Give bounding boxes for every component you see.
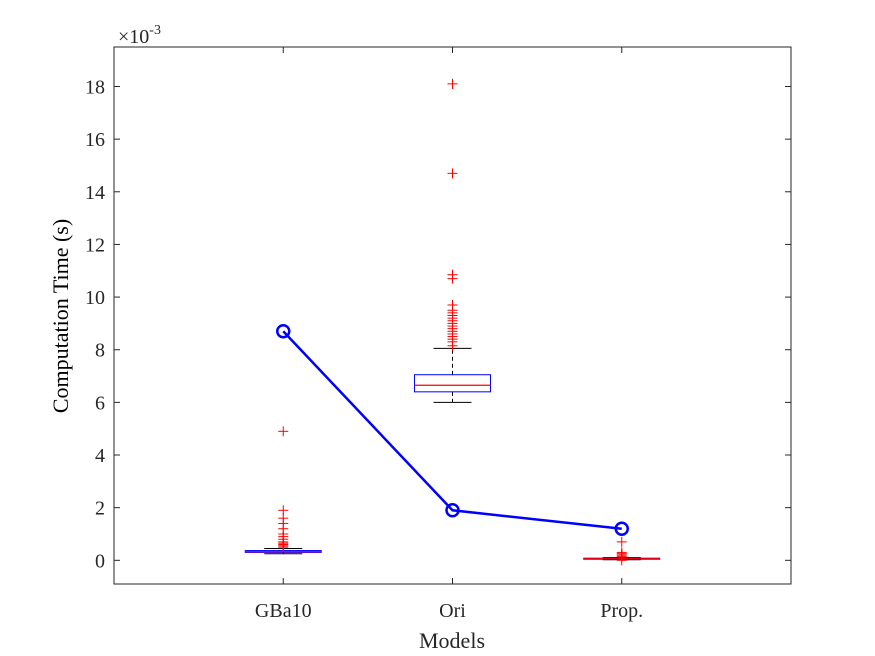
outlier-point [616, 547, 627, 558]
y-tick-label: 12 [85, 234, 105, 256]
y-tick-label: 6 [95, 392, 105, 414]
box-iqr [414, 374, 491, 393]
box-group [414, 78, 491, 403]
line-series-marker [614, 521, 629, 536]
x-tick-label: Prop. [600, 600, 643, 622]
y-scale-factor: ×10-3 [118, 23, 161, 48]
x-tick-label: GBa10 [255, 600, 312, 622]
y-tick-label: 10 [85, 287, 105, 309]
y-tick-label: 0 [95, 550, 105, 572]
outlier-point [447, 299, 458, 310]
y-tick-label: 16 [85, 129, 105, 151]
outlier-point [278, 505, 289, 516]
y-scale-exponent: -3 [149, 23, 161, 38]
y-tick-label: 14 [85, 182, 105, 204]
box-group [244, 426, 322, 555]
box-group [583, 536, 661, 566]
y-axis-label: Computation Time (s) [48, 219, 73, 413]
x-axis-label: Models [419, 628, 485, 653]
axes-layer: 0 2 4 6 8 10 12 14 16 18 GBa10 Ori Prop. [85, 47, 791, 622]
outlier-point [616, 536, 627, 547]
outlier-point [447, 168, 458, 179]
line-series-marker [276, 324, 291, 339]
y-tick-label: 2 [95, 498, 105, 520]
outlier-point [447, 78, 458, 89]
outlier-point [278, 426, 289, 437]
y-scale-multiplier: ×10 [118, 26, 149, 48]
line-series-path [282, 330, 622, 530]
y-tick-label: 8 [95, 340, 105, 362]
line-series-marker [445, 503, 460, 518]
x-tick-label: Ori [439, 600, 466, 622]
box-layer [244, 78, 661, 566]
outlier-point [447, 269, 458, 280]
line-series-layer [276, 324, 629, 536]
y-tick-label: 4 [95, 445, 105, 467]
y-tick-label: 18 [85, 76, 105, 98]
